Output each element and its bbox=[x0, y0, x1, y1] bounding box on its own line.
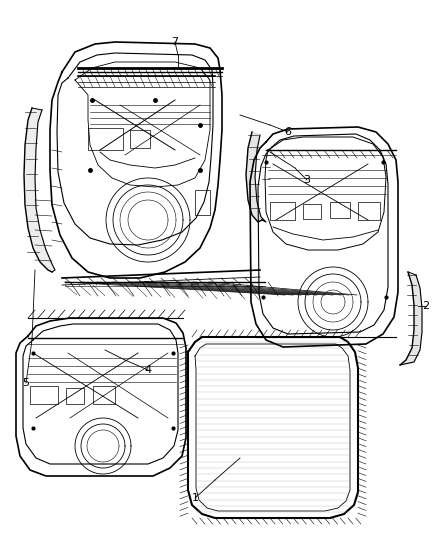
Bar bbox=[88, 128, 123, 150]
Bar bbox=[270, 202, 295, 220]
Text: 6: 6 bbox=[285, 127, 292, 137]
Text: 1: 1 bbox=[191, 493, 198, 503]
Text: 3: 3 bbox=[304, 175, 311, 185]
Text: 7: 7 bbox=[171, 37, 179, 47]
Bar bbox=[30, 386, 58, 404]
Text: 5: 5 bbox=[22, 378, 29, 388]
Bar bbox=[195, 190, 210, 215]
Polygon shape bbox=[400, 272, 422, 365]
Bar bbox=[358, 202, 380, 220]
Polygon shape bbox=[24, 108, 55, 272]
Polygon shape bbox=[246, 132, 266, 222]
Text: 4: 4 bbox=[145, 365, 152, 375]
Bar bbox=[66, 388, 84, 404]
Bar bbox=[303, 204, 321, 219]
Bar bbox=[130, 130, 150, 148]
Bar bbox=[330, 202, 350, 218]
Text: 2: 2 bbox=[422, 301, 430, 311]
Bar bbox=[93, 386, 115, 404]
